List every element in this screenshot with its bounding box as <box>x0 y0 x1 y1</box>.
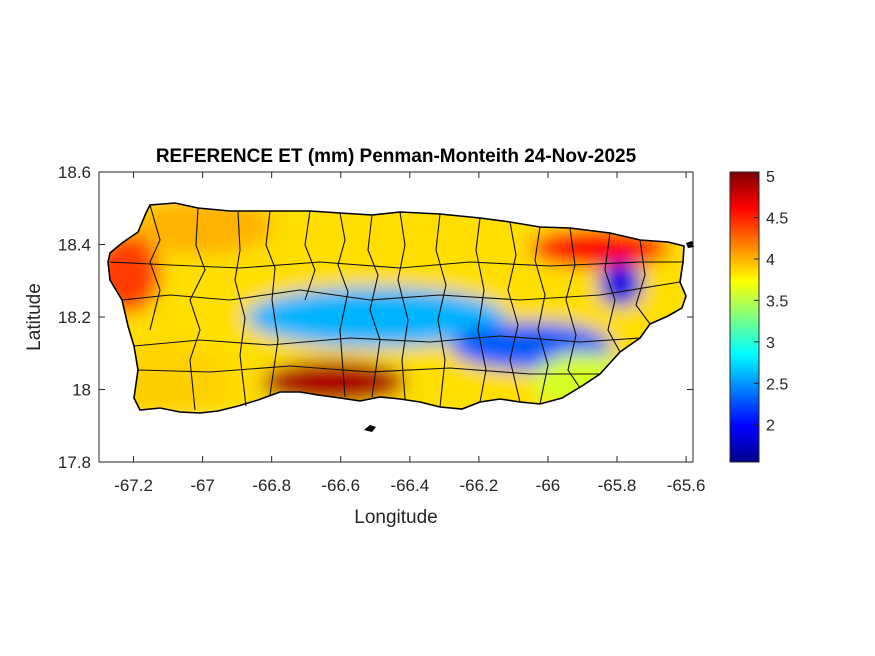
municipal-border <box>604 232 621 353</box>
municipal-border <box>149 204 161 331</box>
colorbar-tick-label: 5 <box>766 169 775 186</box>
x-tick-label: -67 <box>190 476 215 495</box>
x-tick-label: -66.2 <box>460 476 499 495</box>
colorbar-tick-label: 4.5 <box>766 211 788 228</box>
colorbar: 2 2.5 3 3.5 4 4.5 5 <box>729 169 788 463</box>
municipal-border <box>367 214 381 398</box>
colorbar-tick-label: 3.5 <box>766 293 788 310</box>
municipal-border <box>137 365 600 375</box>
municipal-border <box>565 227 581 389</box>
municipal-border <box>121 281 681 301</box>
x-tick-label: -67.2 <box>114 476 153 495</box>
x-axis-label: Longitude <box>354 507 437 528</box>
y-tick-label: 18.6 <box>58 163 91 182</box>
x-tick-label: -66 <box>536 476 561 495</box>
municipal-border <box>337 212 349 398</box>
municipal-border <box>304 210 316 301</box>
x-tick-label: -65.8 <box>598 476 637 495</box>
municipal-border <box>635 239 651 325</box>
municipal-border <box>534 226 549 405</box>
islet <box>364 425 376 432</box>
x-tick-label: -66.4 <box>390 476 429 495</box>
y-axis-label: Latitude <box>24 283 45 351</box>
et-region <box>598 262 643 307</box>
municipal-border <box>133 335 641 347</box>
municipal-border <box>265 210 279 396</box>
chart-title: REFERENCE ET (mm) Penman-Monteith 24-Nov… <box>156 146 637 167</box>
municipal-border <box>189 207 206 411</box>
y-axis: 17.8 18 18.2 18.4 18.6 <box>58 163 693 472</box>
x-tick-label: -66.8 <box>252 476 291 495</box>
x-tick-label: -65.6 <box>667 476 706 495</box>
municipal-border <box>397 211 409 400</box>
y-tick-label: 17.8 <box>58 453 91 472</box>
municipal-border <box>475 217 487 403</box>
et-region <box>108 346 229 413</box>
y-tick-label: 18.4 <box>58 236 91 255</box>
y-tick-label: 18 <box>72 381 91 400</box>
coastline <box>107 202 687 414</box>
colorbar-tick-label: 3 <box>766 335 775 352</box>
colorbar-tick-label: 2 <box>766 418 775 435</box>
x-tick-label: -66.6 <box>321 476 360 495</box>
colorbar-tick-label: 2.5 <box>766 376 788 393</box>
colorbar-gradient <box>729 171 760 463</box>
x-axis: -67.2 -67 -66.8 -66.6 -66.4 -66.2 -66 -65.8 -65.… <box>114 172 705 495</box>
municipal-borders <box>109 204 684 411</box>
y-tick-label: 18.2 <box>58 308 91 327</box>
municipal-border <box>507 221 521 403</box>
colorbar-ticks: 2 2.5 3 3.5 4 4.5 5 <box>754 169 788 435</box>
municipal-border <box>109 261 684 269</box>
colorbar-tick-label: 4 <box>766 252 775 269</box>
